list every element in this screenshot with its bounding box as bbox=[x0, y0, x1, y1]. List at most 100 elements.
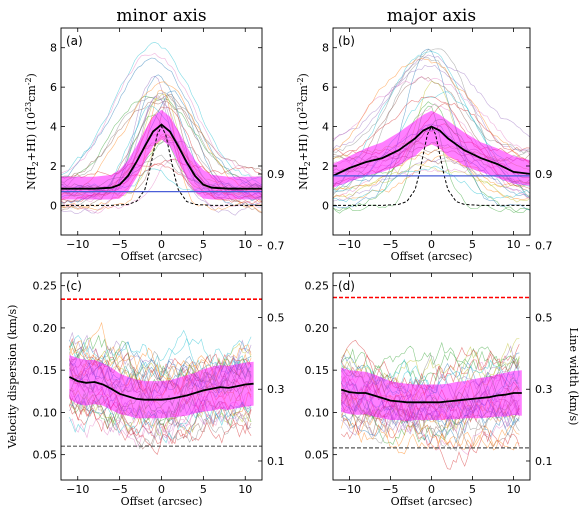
y-tick-label: 6 bbox=[50, 81, 57, 94]
y-tick-label: 0.25 bbox=[305, 280, 330, 293]
y-tick-label: 0.15 bbox=[33, 364, 58, 377]
individual-profile-line bbox=[61, 92, 262, 189]
std-band bbox=[333, 110, 530, 188]
y-tick-label: 8 bbox=[50, 42, 57, 55]
individual-profile-line bbox=[340, 404, 520, 451]
x-tick-label: 5 bbox=[469, 483, 476, 496]
y-tick-label: 0 bbox=[322, 199, 329, 212]
plot-area bbox=[61, 41, 262, 216]
x-tick-label: −5 bbox=[382, 483, 398, 496]
x-tick-label: −10 bbox=[338, 483, 361, 496]
mean-line bbox=[340, 388, 522, 404]
panel-label: (d) bbox=[338, 279, 355, 293]
y-tick-label: 0.05 bbox=[33, 449, 58, 462]
panel-label: (c) bbox=[66, 279, 82, 293]
x-tick-label: 0 bbox=[428, 238, 435, 251]
y-tick-label: 2 bbox=[322, 160, 329, 173]
x-axis-label: Offset (arcsec) bbox=[391, 495, 473, 506]
std-band bbox=[341, 367, 522, 421]
individual-profile-line bbox=[61, 52, 262, 178]
x-tick-label: 0 bbox=[158, 238, 165, 251]
x-tick-label: 0 bbox=[158, 483, 165, 496]
y-tick-label: 0.10 bbox=[33, 406, 58, 419]
individual-profile-line bbox=[69, 394, 252, 450]
individual-profile-line bbox=[333, 165, 530, 203]
x-tick-label: −5 bbox=[382, 238, 398, 251]
plot-area bbox=[61, 298, 262, 455]
plot-area bbox=[333, 48, 530, 214]
gaussian-beam-line bbox=[61, 125, 262, 206]
individual-profile-line bbox=[333, 101, 530, 214]
individual-profile-line bbox=[333, 156, 530, 202]
x-tick-label: −10 bbox=[338, 238, 361, 251]
y-tick-label: 0 bbox=[50, 199, 57, 212]
individual-profile-line bbox=[61, 41, 262, 180]
individual-profile-line bbox=[61, 100, 262, 178]
y-tick-label: 2 bbox=[50, 160, 57, 173]
x-tick-label: −5 bbox=[112, 238, 128, 251]
y-axis-label: N(H2+HI) (1023cm-2) bbox=[296, 73, 312, 190]
y-tick-label: 4 bbox=[322, 121, 329, 134]
individual-profile-line bbox=[333, 64, 530, 153]
right-y-tick-label: 0.7 bbox=[535, 240, 553, 253]
chart-title: minor axis bbox=[116, 6, 206, 26]
right-y-tick-label: 0.9 bbox=[535, 168, 553, 181]
right-y-tick-label: 0.1 bbox=[267, 455, 285, 468]
chart-panel-d: −10 −5 0 5 10 0.05 0.10 0.15 0.20 0.25 0.1 0.3 0.5 0.… bbox=[305, 168, 581, 506]
individual-profile-line bbox=[333, 48, 530, 211]
right-y-tick-label: 0.7 bbox=[267, 240, 285, 253]
x-tick-label: 10 bbox=[238, 238, 252, 251]
y-axis-label: Velocity dispersion (km/s) bbox=[6, 305, 19, 450]
individual-profile-line bbox=[61, 158, 262, 214]
right-y-tick-label: 0.9 bbox=[267, 168, 285, 181]
right-y-tick-label: 0.5 bbox=[267, 311, 285, 324]
individual-profile-line bbox=[69, 334, 252, 400]
individual-profile-line bbox=[333, 57, 530, 164]
x-tick-label: 5 bbox=[200, 483, 207, 496]
chart-title: major axis bbox=[387, 6, 476, 26]
x-tick-label: 10 bbox=[507, 238, 521, 251]
right-y-tick-label: 0.3 bbox=[267, 383, 285, 396]
individual-profile-line bbox=[333, 147, 530, 191]
x-axis-label: Offset (arcsec) bbox=[121, 250, 203, 263]
gaussian-beam-line bbox=[333, 125, 530, 206]
individual-profile-line bbox=[333, 76, 530, 156]
x-tick-label: −10 bbox=[66, 238, 89, 251]
right-y-axis-label: Line width (km/s) bbox=[567, 328, 580, 426]
y-tick-label: 0.20 bbox=[305, 322, 330, 335]
mean-line bbox=[333, 125, 530, 177]
individual-profile-line bbox=[61, 75, 262, 216]
chart-panel-a: −10 −5 0 5 10 0 2 4 6 8 (a) minor axis Offset (arcse… bbox=[24, 6, 263, 263]
right-y-tick-label: 0.3 bbox=[535, 383, 553, 396]
y-tick-label: 0.20 bbox=[33, 322, 58, 335]
x-axis-label: Offset (arcsec) bbox=[391, 250, 473, 263]
individual-profile-line bbox=[333, 54, 530, 142]
x-tick-label: 5 bbox=[200, 238, 207, 251]
individual-profile-line bbox=[69, 399, 252, 441]
y-tick-label: 4 bbox=[50, 121, 57, 134]
individual-profile-line bbox=[333, 96, 530, 162]
y-tick-label: 8 bbox=[322, 42, 329, 55]
individual-profile-line bbox=[333, 80, 530, 190]
y-tick-label: 0.05 bbox=[305, 449, 330, 462]
std-band bbox=[61, 109, 262, 200]
x-tick-label: 5 bbox=[469, 238, 476, 251]
y-tick-label: 6 bbox=[322, 81, 329, 94]
plot-area bbox=[333, 296, 530, 470]
y-tick-label: 0.25 bbox=[33, 280, 58, 293]
individual-profile-line bbox=[61, 89, 262, 213]
chart-panel-b: −10 −5 0 5 10 0 2 4 6 8 (b) major axis Offset (arcse… bbox=[296, 6, 531, 263]
x-tick-label: −10 bbox=[66, 483, 89, 496]
std-band bbox=[69, 355, 254, 419]
x-tick-label: 0 bbox=[428, 483, 435, 496]
right-y-tick-label: 0.5 bbox=[535, 311, 553, 324]
y-tick-label: 0.10 bbox=[305, 406, 330, 419]
x-tick-label: 10 bbox=[507, 483, 521, 496]
x-tick-label: −5 bbox=[112, 483, 128, 496]
right-y-tick-label: 0.1 bbox=[535, 455, 553, 468]
individual-profile-line bbox=[333, 55, 530, 154]
individual-profile-line bbox=[61, 57, 262, 187]
y-tick-label: 0.15 bbox=[305, 364, 330, 377]
panel-label: (b) bbox=[338, 34, 355, 48]
